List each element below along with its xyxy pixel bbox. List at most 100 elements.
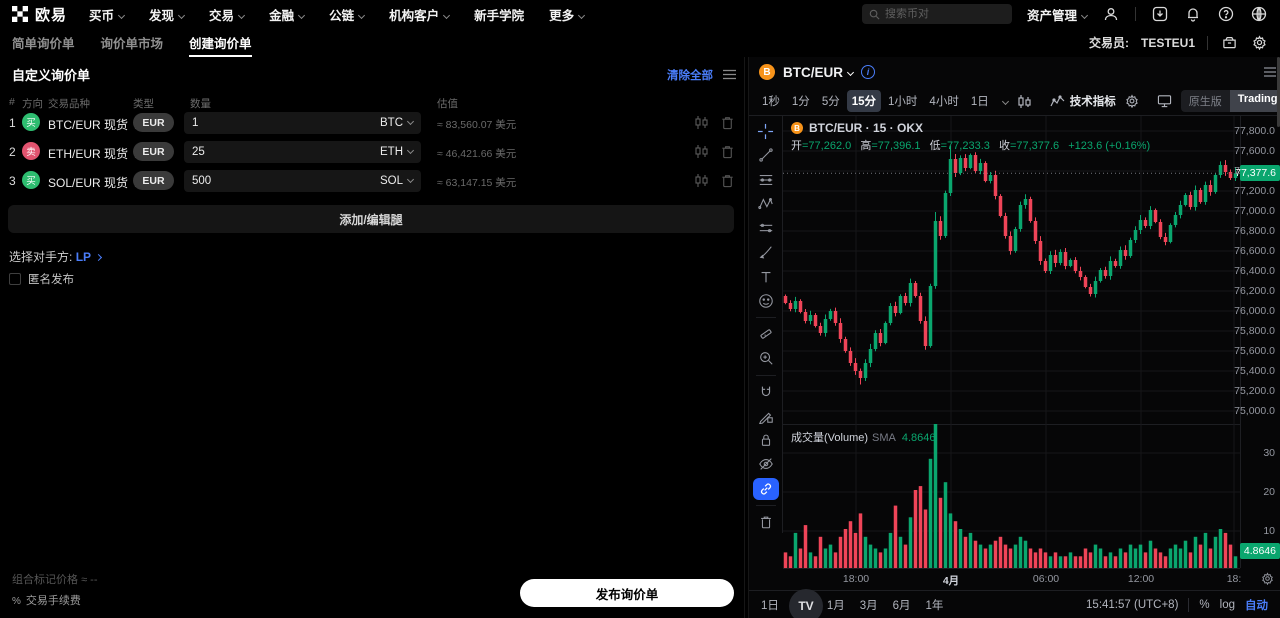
quantity-input[interactable]: 25 ETH bbox=[184, 141, 421, 163]
range-tab[interactable]: 6月 bbox=[892, 599, 911, 612]
range-tab[interactable]: 1日 bbox=[761, 599, 779, 612]
counterparty-link[interactable]: LP bbox=[76, 250, 103, 264]
leg-chart-icon[interactable] bbox=[694, 144, 710, 160]
rfq-tab[interactable]: 简单询价单 bbox=[12, 37, 75, 51]
currency-toggle[interactable]: EUR bbox=[133, 142, 174, 161]
display-settings-icon[interactable] bbox=[1157, 94, 1172, 108]
col-index: # bbox=[9, 96, 15, 108]
counterparty-row: 选择对手方: LP bbox=[9, 248, 103, 265]
search-input[interactable] bbox=[884, 8, 995, 20]
trend-line-tool-icon[interactable] bbox=[753, 144, 779, 166]
history-icon[interactable] bbox=[1220, 34, 1238, 52]
clock[interactable]: 15:41:57 (UTC+8) bbox=[1086, 598, 1179, 611]
timeframe-button[interactable]: 4小时 bbox=[929, 96, 959, 108]
rfq-tab[interactable]: 创建询价单 bbox=[189, 28, 252, 57]
timeframe-button[interactable]: 5分 bbox=[821, 96, 840, 108]
volume-chart-surface[interactable] bbox=[783, 424, 1241, 568]
anonymous-row: 匿名发布 bbox=[9, 271, 74, 287]
candle-style-icon[interactable] bbox=[1017, 94, 1032, 109]
percent-scale-button[interactable]: % bbox=[1199, 598, 1210, 611]
add-edit-leg-button[interactable]: 添加/编辑腿 bbox=[8, 205, 734, 233]
rfq-tab[interactable]: 询价单市场 bbox=[100, 37, 164, 51]
scrollbar-thumb[interactable] bbox=[1277, 57, 1280, 127]
unit-select[interactable]: BTC bbox=[380, 117, 415, 129]
indicator-settings-icon[interactable] bbox=[1125, 94, 1139, 108]
log-scale-button[interactable]: log bbox=[1219, 598, 1235, 611]
timeframe-button[interactable]: 1小时 bbox=[888, 96, 918, 108]
download-app-icon[interactable] bbox=[1151, 5, 1169, 23]
range-tab[interactable]: 1年 bbox=[925, 599, 944, 612]
position-tool-icon[interactable] bbox=[753, 217, 779, 239]
clear-all-button[interactable]: 清除全部 bbox=[667, 69, 713, 82]
native-version-tab[interactable]: 原生版 bbox=[1188, 96, 1222, 108]
delete-leg-icon[interactable] bbox=[720, 115, 736, 131]
quantity-input[interactable]: 500 SOL bbox=[184, 170, 421, 192]
profile-icon[interactable] bbox=[1102, 5, 1120, 23]
pattern-tool-icon[interactable] bbox=[753, 193, 779, 215]
pane-divider[interactable] bbox=[783, 424, 1240, 425]
auto-scale-button[interactable]: 自动 bbox=[1245, 599, 1268, 612]
leg-chart-icon[interactable] bbox=[694, 115, 710, 131]
range-tab[interactable]: 1月 bbox=[826, 599, 845, 612]
time-axis-settings-icon[interactable] bbox=[1261, 572, 1274, 585]
unit-select[interactable]: SOL bbox=[380, 175, 415, 187]
info-icon[interactable]: i bbox=[861, 65, 875, 79]
top-menu-item[interactable]: 公链 bbox=[329, 5, 366, 24]
fib-lines-tool-icon[interactable] bbox=[753, 169, 779, 191]
timeframe-button[interactable]: 1日 bbox=[970, 96, 989, 108]
lock-tool-icon[interactable] bbox=[753, 429, 779, 451]
time-axis[interactable]: 18:00 4月 06:00 12:00 18: bbox=[783, 568, 1241, 590]
crosshair-tool-icon[interactable] bbox=[753, 120, 779, 142]
timeframe-caret[interactable] bbox=[1001, 97, 1009, 105]
price-chart-surface[interactable] bbox=[783, 116, 1241, 424]
timeframe-button[interactable]: 15分 bbox=[846, 90, 882, 112]
currency-toggle[interactable]: EUR bbox=[133, 171, 174, 190]
okx-logo[interactable]: 欧易 bbox=[12, 4, 67, 25]
price-axis[interactable]: 77,800.077,600.077,400.077,200.077,000.0… bbox=[1234, 116, 1280, 568]
assets-menu[interactable]: 资产管理 bbox=[1027, 5, 1089, 24]
quantity-input[interactable]: 1 BTC bbox=[184, 112, 421, 134]
measure-tool-icon[interactable] bbox=[753, 323, 779, 345]
top-menu-item[interactable]: 交易 bbox=[209, 5, 246, 24]
publish-rfq-button[interactable]: 发布询价单 bbox=[520, 579, 734, 607]
hide-drawings-icon[interactable] bbox=[753, 453, 779, 475]
help-icon[interactable] bbox=[1217, 5, 1235, 23]
instrument-link[interactable]: SOL/EUR 现货 bbox=[48, 174, 140, 191]
notifications-icon[interactable] bbox=[1184, 5, 1202, 23]
sync-link-tool-icon[interactable] bbox=[752, 477, 779, 500]
timeframe-button[interactable]: 1秒 bbox=[762, 96, 780, 108]
tradingview-tab[interactable]: TradingView bbox=[1229, 90, 1280, 112]
leg-chart-icon[interactable] bbox=[694, 173, 710, 189]
settings-icon[interactable] bbox=[1250, 34, 1268, 52]
magnet-tool-icon[interactable] bbox=[753, 381, 779, 403]
top-menu-item[interactable]: 更多 bbox=[549, 5, 586, 24]
top-menu-item[interactable]: 买币 bbox=[89, 5, 126, 24]
text-tool-icon[interactable] bbox=[753, 266, 779, 288]
instrument-link[interactable]: BTC/EUR 现货 bbox=[48, 116, 140, 133]
brush-tool-icon[interactable] bbox=[753, 241, 779, 263]
language-globe-icon[interactable] bbox=[1250, 5, 1268, 23]
zoom-in-tool-icon[interactable] bbox=[753, 347, 779, 369]
anonymous-checkbox[interactable] bbox=[9, 273, 21, 285]
currency-toggle[interactable]: EUR bbox=[133, 113, 174, 132]
top-menu-item[interactable]: 发现 bbox=[149, 5, 186, 24]
range-tab[interactable]: 3月 bbox=[859, 599, 878, 612]
indicators-button[interactable]: 技术指标 bbox=[1050, 93, 1116, 109]
emoji-tool-icon[interactable] bbox=[753, 290, 779, 312]
remove-drawings-icon[interactable] bbox=[753, 511, 779, 533]
symbol-select[interactable]: BTC/EUR bbox=[783, 65, 855, 80]
delete-leg-icon[interactable] bbox=[720, 173, 736, 189]
timeframe-button[interactable]: 1分 bbox=[791, 96, 810, 108]
drawing-edit-icon[interactable] bbox=[753, 405, 779, 427]
panel-menu-icon[interactable] bbox=[723, 69, 736, 80]
top-menu-item[interactable]: 机构客户 bbox=[389, 5, 451, 24]
search-box[interactable] bbox=[861, 4, 1012, 24]
unit-select[interactable]: ETH bbox=[380, 146, 415, 158]
trader-info: 交易员: TESTEU1 bbox=[1089, 34, 1268, 52]
instrument-link[interactable]: ETH/EUR 现货 bbox=[48, 145, 140, 162]
delete-leg-icon[interactable] bbox=[720, 144, 736, 160]
chart-menu-icon[interactable] bbox=[1264, 67, 1276, 77]
top-menu-item[interactable]: 新手学院 bbox=[474, 8, 525, 23]
top-menu-item[interactable]: 金融 bbox=[269, 5, 306, 24]
fee-label[interactable]: 交易手续费 bbox=[25, 595, 81, 607]
